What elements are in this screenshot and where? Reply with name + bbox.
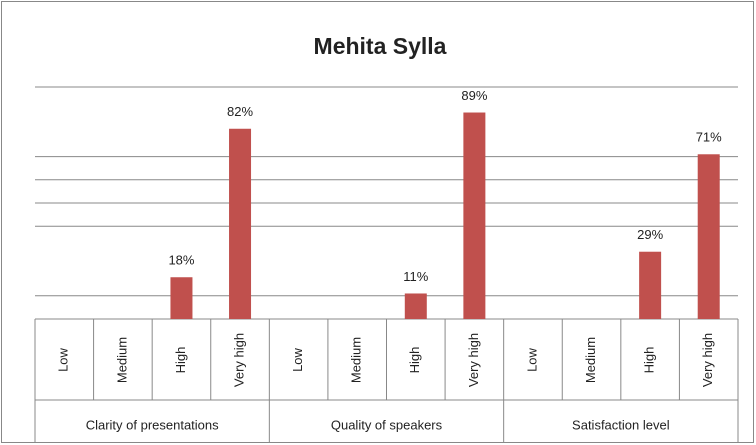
x-tick-label: Low [290, 347, 305, 371]
data-label: 71% [696, 130, 722, 145]
x-tick-label: High [642, 347, 657, 374]
x-tick-label: Medium [583, 337, 598, 383]
bar [229, 128, 252, 319]
group-label: Satisfaction level [572, 417, 670, 432]
bar [404, 293, 427, 319]
x-tick-label: Very high [466, 333, 481, 387]
bar [639, 251, 662, 319]
data-label: 89% [461, 88, 487, 103]
data-label: 29% [637, 227, 663, 242]
chart-title: Mehita Sylla [314, 33, 447, 59]
data-label: 11% [403, 269, 428, 284]
x-tick-label: Low [524, 347, 539, 371]
x-tick-label: Medium [114, 337, 129, 383]
x-tick-label: High [173, 347, 188, 374]
x-tick-label: Low [56, 347, 71, 371]
bar [697, 154, 720, 319]
bar [170, 277, 193, 319]
data-label: 82% [227, 104, 253, 119]
x-tick-label: Very high [700, 333, 715, 387]
data-label: 18% [168, 253, 194, 268]
x-tick-label: Medium [349, 337, 364, 383]
group-label: Clarity of presentations [86, 417, 219, 432]
x-tick-label: High [407, 347, 422, 374]
group-label: Quality of speakers [331, 417, 443, 432]
x-tick-label: Very high [231, 333, 246, 387]
bar [463, 112, 486, 320]
